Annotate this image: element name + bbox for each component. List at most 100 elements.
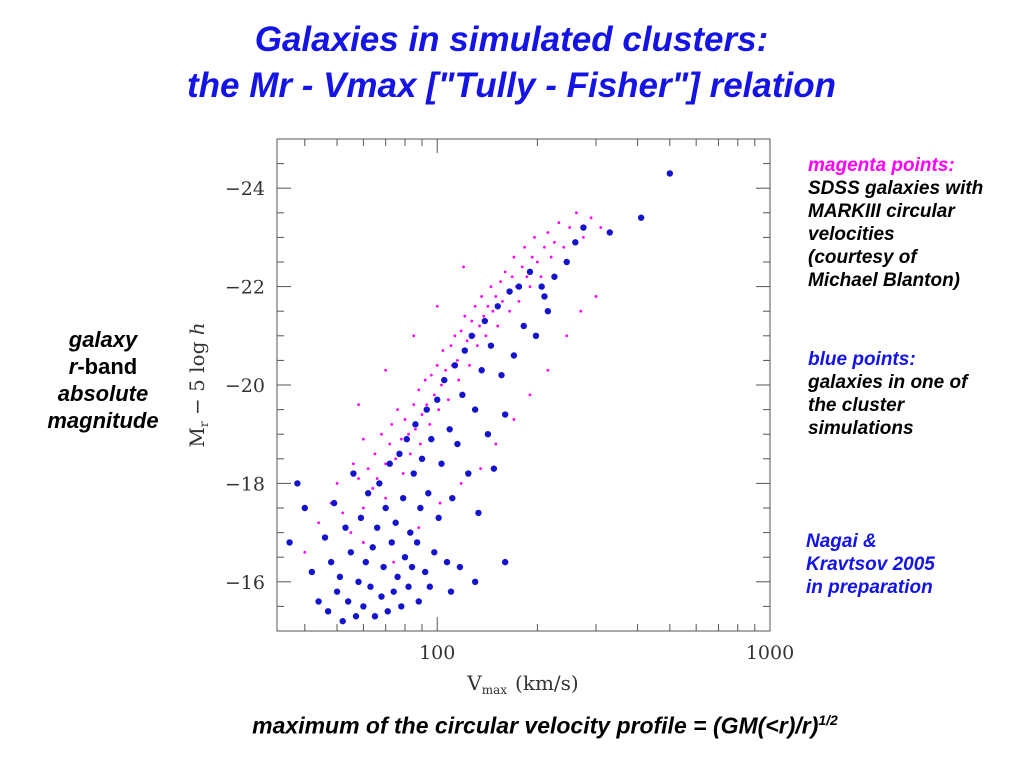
magenta-point [412,334,416,338]
magenta-point [388,442,392,446]
magenta-point [366,467,370,471]
blue-point [478,367,485,374]
x-axis-label-main: V [466,671,482,695]
magenta-point [357,477,360,480]
blue-point [410,470,417,477]
magenta-point [440,383,443,387]
magenta-point [362,541,365,544]
blue-point [426,583,434,590]
magenta-point [499,280,502,284]
magenta-point [579,309,583,313]
y-tick-label: −20 [225,375,265,397]
blue-point [487,342,495,349]
blue-point [551,273,558,280]
magenta-point [449,344,453,348]
blue-point [475,509,482,517]
magenta-point [384,368,388,372]
legend-blue-heading: blue points: [808,349,916,370]
magenta-point [463,314,467,318]
magenta-point [371,486,375,490]
x-axis-label: Vmax (km/s) [466,671,578,697]
magenta-point [453,334,457,338]
blue-point [449,494,456,502]
legend-magenta-line: (courtesy of [808,247,917,268]
blue-point [412,421,419,428]
magenta-point [496,324,500,328]
blue-point [417,504,424,512]
magenta-point [456,359,459,362]
side-label-line-4: magnitude [47,408,159,433]
magenta-point [425,403,429,407]
magenta-point [407,432,410,436]
blue-point [498,371,505,379]
blue-point [376,480,383,487]
magenta-point [380,432,383,436]
y-axis-label-sub: r [197,421,211,427]
blue-point [321,534,329,541]
blue-point [415,598,422,605]
magenta-point [418,442,422,446]
blue-point [362,558,369,566]
x-axis-label-unit: (km/s) [515,671,579,695]
blue-point [471,406,479,413]
blue-point [357,514,365,522]
blue-point [451,362,459,369]
blue-point [347,549,355,556]
magenta-point [582,236,585,239]
blue-point [471,578,479,585]
blue-point [541,293,548,300]
y-axis-label-h: h [185,322,209,335]
blue-point [563,258,570,266]
blue-point [421,568,429,576]
magenta-point [589,216,593,220]
blue-point [637,214,645,221]
magenta-point [512,418,516,421]
blue-point [330,499,338,507]
blue-point [428,435,435,443]
magenta-point [520,265,524,269]
blue-point [443,558,451,566]
magenta-point [486,304,490,308]
magenta-point [479,467,482,471]
legend-blue-line: galaxies in one of [808,372,968,393]
blue-point [396,450,403,458]
magenta-point [428,422,432,426]
blue-point [447,588,455,595]
blue-point [435,514,442,522]
credit-line: in preparation [806,577,933,598]
magenta-point [459,329,463,333]
magenta-point [412,403,416,407]
blue-point [401,554,409,561]
credit-note: Nagai & Kravtsov 2005 in preparation [806,530,935,599]
magenta-point [482,314,486,318]
magenta-point [317,521,320,525]
blue-point [425,490,432,497]
y-axis-label-rest: − 5 log [185,335,209,421]
x-tick-label: 1000 [746,642,794,664]
caption-exponent: 1/2 [818,712,838,728]
blue-point [418,455,426,462]
blue-point [494,303,501,310]
plot-frame [276,138,771,632]
magenta-point [565,334,569,338]
magenta-point [575,211,578,215]
magenta-point [494,295,498,298]
magenta-point [489,285,493,288]
magenta-point [473,304,477,308]
blue-point [390,588,397,595]
blue-point [373,524,381,531]
blue-point [423,406,430,413]
blue-point [431,549,438,556]
legend-magenta: magenta points: SDSS galaxies with MARKI… [808,154,983,292]
side-label-line-3: absolute [57,381,149,406]
y-tick-label: −22 [225,277,265,299]
magenta-point [441,349,445,352]
blue-point [333,588,341,595]
x-axis-label-sub: max [482,683,508,697]
blue-point [403,435,410,443]
blue-point [327,558,335,566]
legend-magenta-line: Michael Blanton) [808,270,961,291]
magenta-point [362,506,365,510]
legend-magenta-line: velocities [808,224,895,245]
slide-title-line-2: the Mr - Vmax ["Tully - Fisher"] relatio… [186,66,837,105]
